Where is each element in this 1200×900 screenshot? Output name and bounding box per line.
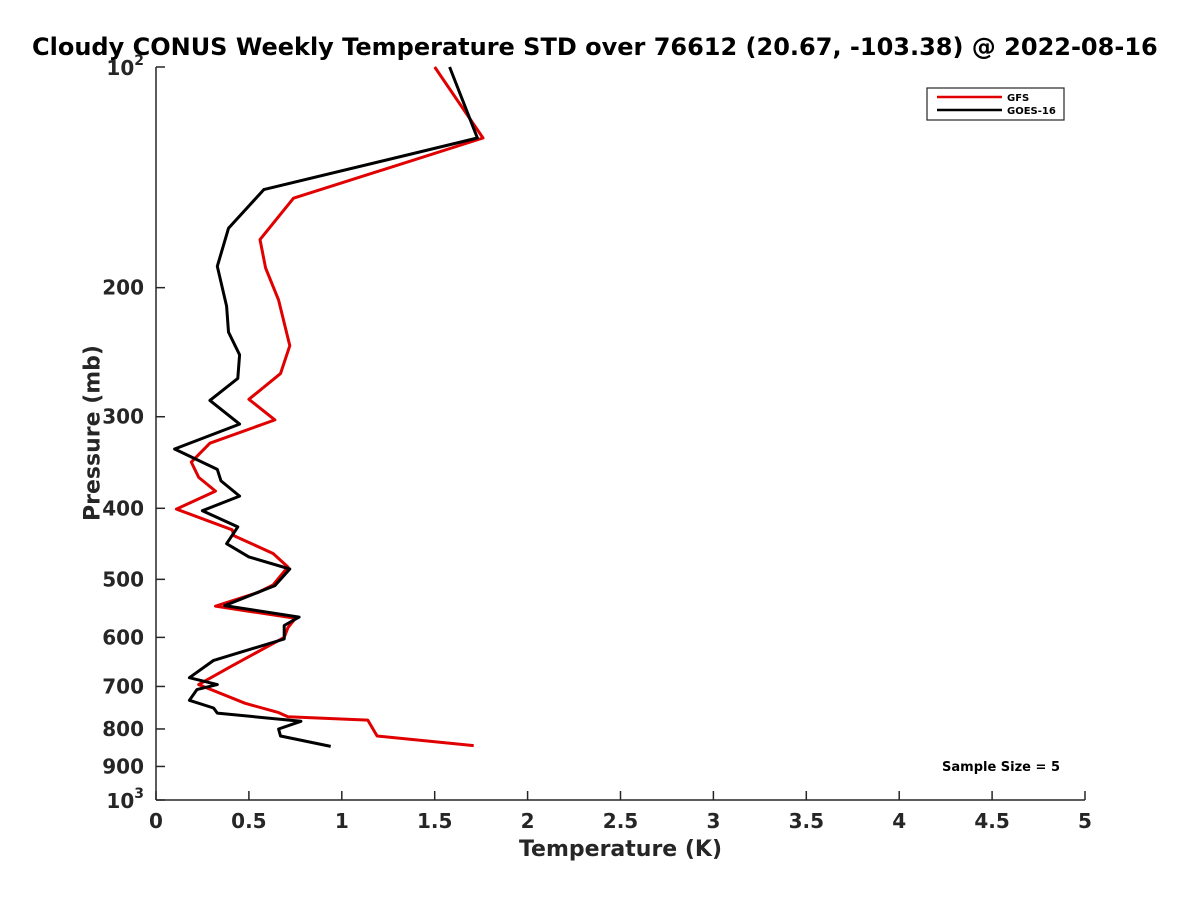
x-tick-label: 0 [149,809,163,833]
series-line-gfs [174,66,485,748]
x-tick-label: 4.5 [974,809,1009,833]
x-tick-label: 2 [521,809,535,833]
legend-label: GFS [1007,93,1029,104]
chart-title: Cloudy CONUS Weekly Temperature STD over… [32,33,1158,61]
y-tick-label: 800 [102,717,144,741]
x-tick-label: 0.5 [231,809,266,833]
legend-box [926,87,1065,121]
y-tick-label: 700 [102,674,144,698]
x-tick-label: 5 [1078,809,1092,833]
x-tick-label: 1 [335,809,349,833]
y-tick-label: 600 [102,625,144,649]
y-tick-base: 10 [106,789,134,813]
y-tick-label: 102 [106,53,144,80]
series-line-goes-16 [173,66,479,748]
x-axis-label: Temperature (K) [519,837,722,862]
legend-label: GOES-16 [1007,106,1056,117]
x-tick-label: 3.5 [789,809,824,833]
y-tick-label: 300 [102,405,144,429]
y-tick-label: 200 [102,276,144,300]
sample-size-annotation: Sample Size = 5 [942,760,1060,775]
y-tick-exponent: 3 [134,786,144,802]
y-tick-label: 400 [102,496,144,520]
x-tick-label: 4 [892,809,906,833]
x-tick-label: 3 [706,809,720,833]
y-axis-label: Pressure (mb) [81,345,106,521]
y-tick-base: 10 [106,56,134,80]
legend: GFS GOES-16 [926,87,1065,121]
x-tick-label: 2.5 [603,809,638,833]
y-tick-label: 500 [102,567,144,591]
y-tick-exponent: 2 [134,53,144,69]
x-ticks: 0 0.5 1 1.5 2 2.5 3 3.5 4 4.5 5 [149,791,1092,833]
y-tick-label: 103 [106,786,144,813]
x-tick-label: 1.5 [417,809,452,833]
series-group [173,66,485,748]
y-tick-label: 900 [102,754,144,778]
